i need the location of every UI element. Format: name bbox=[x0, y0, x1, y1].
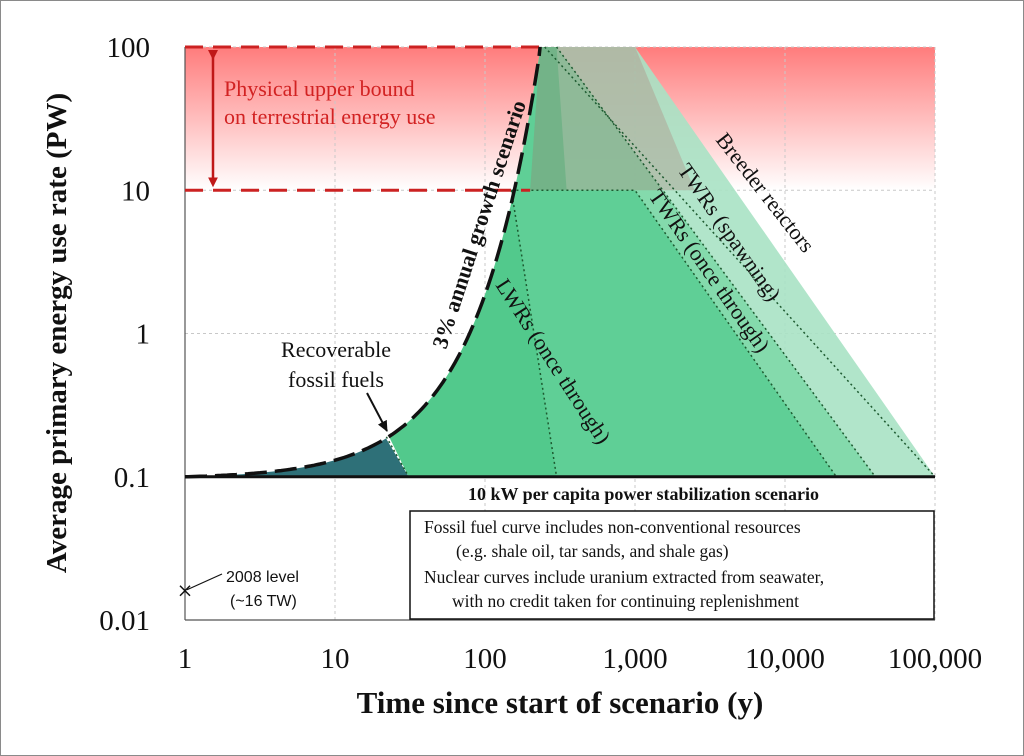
axes bbox=[184, 47, 935, 621]
x-tick-label: 100,000 bbox=[888, 643, 982, 675]
twr-once-edge bbox=[511, 189, 837, 478]
note-line-4: with no credit taken for continuing repl… bbox=[452, 591, 799, 611]
tick-labels: 1 10 100 1,000 10,000 100,000 0.01 0.1 1 10 100 bbox=[99, 32, 982, 675]
y-tick-label: 1 bbox=[136, 319, 151, 351]
breeder-edge bbox=[544, 46, 936, 478]
fossil-label-line2: fossil fuels bbox=[288, 367, 384, 392]
note-line-3: Nuclear curves include uranium extracted… bbox=[424, 567, 824, 587]
recoverable-fossil-fuels-area bbox=[185, 438, 409, 477]
upper-bound-overlap-tint bbox=[530, 47, 695, 191]
y-tick-label: 0.01 bbox=[99, 605, 150, 637]
area-edges bbox=[385, 46, 936, 478]
lwr-once-through-area bbox=[389, 190, 557, 477]
y-tick-label: 0.1 bbox=[114, 462, 150, 494]
y-axis-title: Average primary energy use rate (PW) bbox=[41, 93, 73, 573]
level-2008-cross bbox=[179, 585, 191, 597]
y-tick-label: 10 bbox=[121, 175, 150, 207]
x-tick-label: 1 bbox=[178, 643, 193, 675]
fossil-label-line1: Recoverable bbox=[281, 337, 391, 362]
growth-curve-line bbox=[184, 46, 542, 479]
x-axis-title: Time since start of scenario (y) bbox=[357, 685, 764, 720]
notes-box bbox=[409, 510, 935, 620]
x-tick-label: 10 bbox=[321, 643, 350, 675]
stabilization-label: 10 kW per capita power stabilization sce… bbox=[468, 484, 819, 504]
fossil-pointer-arrow bbox=[366, 392, 388, 432]
upper-bound-label-line2: on terrestrial energy use bbox=[224, 104, 436, 129]
y-tick-label: 100 bbox=[107, 32, 151, 64]
level-2008-label-line1: 2008 level bbox=[226, 569, 299, 586]
lwr-edge bbox=[510, 190, 558, 477]
level-2008-label-line2: (~16 TW) bbox=[230, 593, 297, 610]
note-line-2: (e.g. shale oil, tar sands, and shale ga… bbox=[456, 541, 729, 561]
twr-spawn-edge bbox=[555, 46, 876, 478]
level-2008-marker bbox=[179, 573, 223, 597]
note-line-1: Fossil fuel curve includes non-conventio… bbox=[424, 517, 801, 537]
x-tick-label: 10,000 bbox=[745, 643, 825, 675]
x-tick-label: 1,000 bbox=[602, 643, 667, 675]
level-2008-leader bbox=[186, 573, 223, 591]
x-tick-label: 100 bbox=[463, 643, 507, 675]
upper-bound-label-line1: Physical upper bound bbox=[224, 76, 415, 101]
